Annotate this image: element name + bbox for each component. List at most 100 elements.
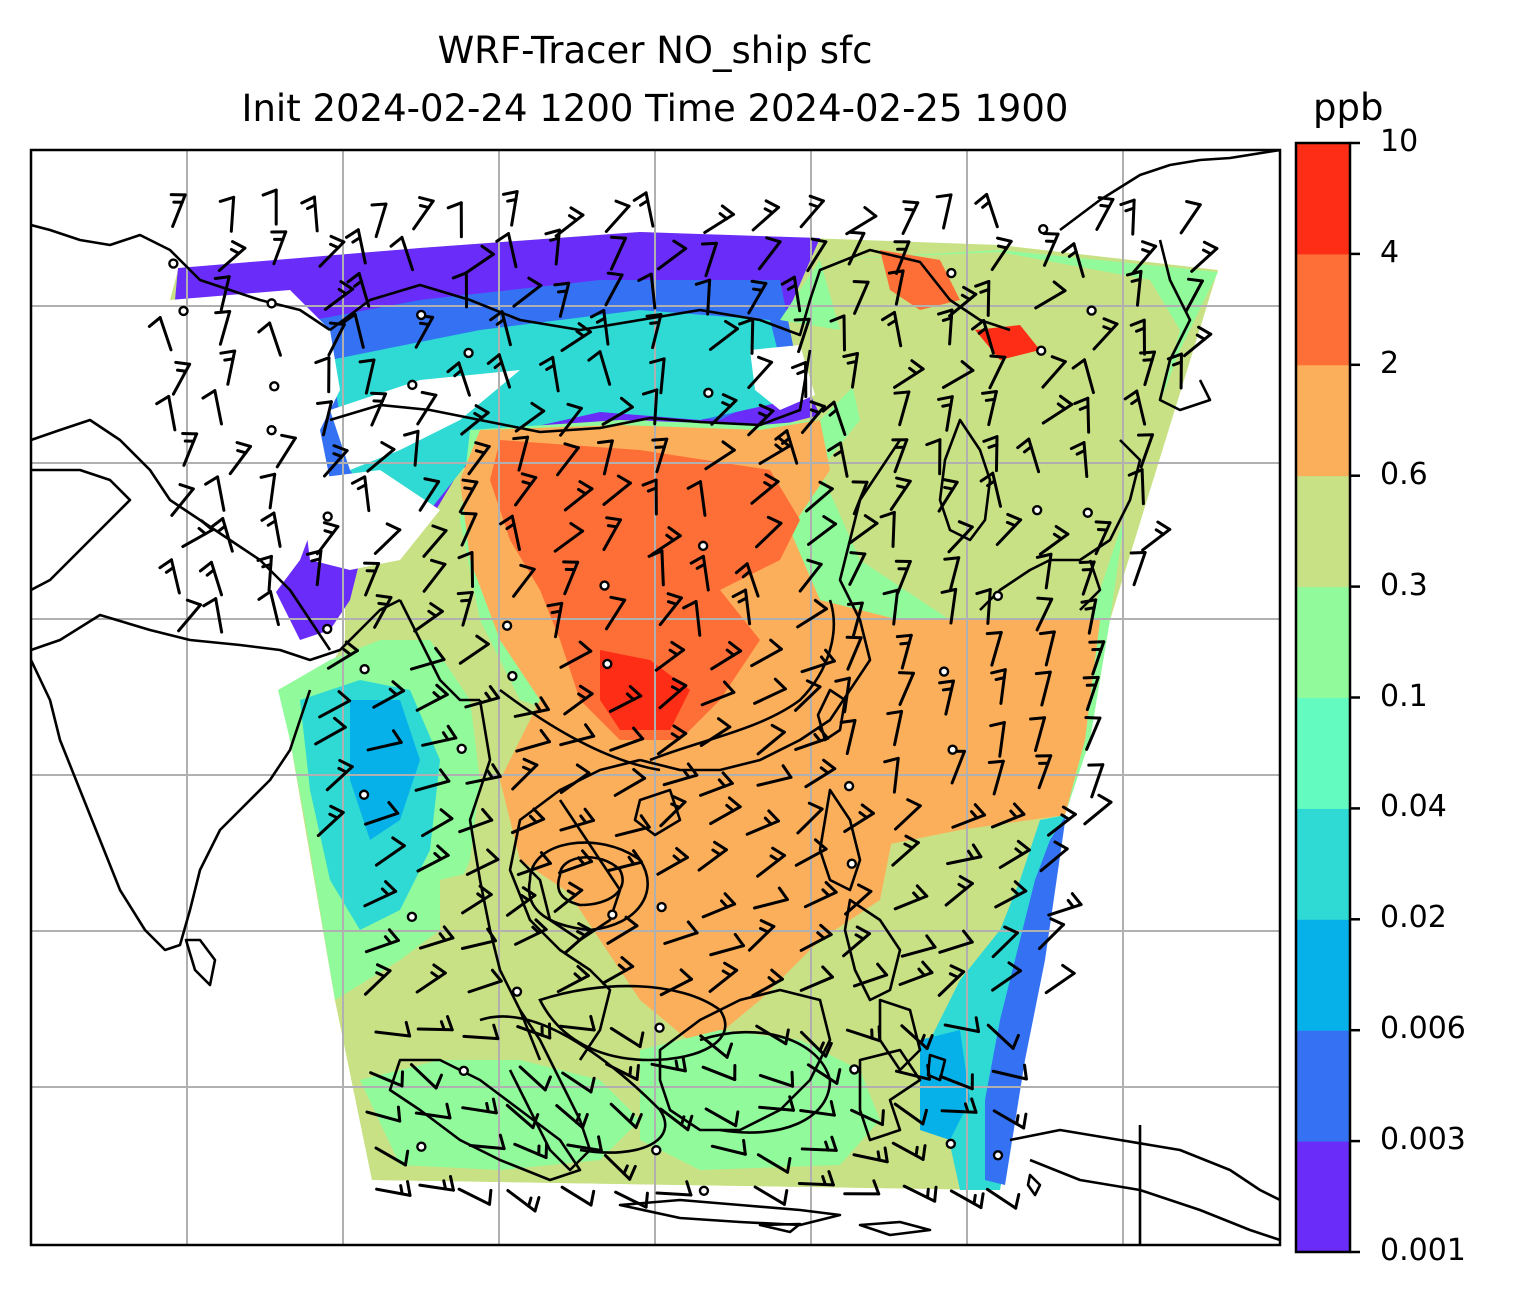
wind-barb xyxy=(939,1073,974,1091)
calm-marker xyxy=(322,511,333,522)
wind-barb xyxy=(421,724,458,747)
wind-barb xyxy=(731,588,752,626)
wind-barb xyxy=(259,472,277,510)
wind-barb xyxy=(563,480,594,512)
wind-barb xyxy=(897,671,915,707)
wind-barb xyxy=(587,350,612,386)
wind-barb xyxy=(1039,840,1069,873)
wind-barb xyxy=(461,884,493,915)
wind-barb xyxy=(596,439,614,476)
wind-barb xyxy=(457,1187,493,1206)
wind-barb xyxy=(753,677,787,705)
wind-barb xyxy=(751,968,784,998)
wind-barb xyxy=(806,515,838,546)
wind-barb xyxy=(486,353,512,389)
wind-barb xyxy=(366,441,396,473)
wind-barb xyxy=(647,549,665,587)
wind-barb xyxy=(608,685,643,713)
wind-barb xyxy=(460,927,498,951)
wind-barb xyxy=(938,679,955,716)
wind-barb xyxy=(757,236,782,271)
wind-barb xyxy=(609,726,645,752)
wind-barb xyxy=(902,1184,938,1203)
wind-barb xyxy=(756,846,787,878)
wind-barb xyxy=(1083,793,1113,826)
wind-barb xyxy=(891,438,909,474)
wind-barb xyxy=(1136,433,1154,469)
wind-barb xyxy=(275,433,297,469)
wind-barb xyxy=(654,640,686,672)
wind-barb xyxy=(901,200,920,235)
wind-barb xyxy=(699,771,734,797)
wind-barb xyxy=(1129,318,1147,356)
wind-barb xyxy=(318,690,352,719)
wind-barb xyxy=(604,595,627,631)
wind-barb xyxy=(514,472,538,507)
wind-barb xyxy=(458,808,494,834)
colorbar-tick-label: 0.3 xyxy=(1380,567,1428,603)
wind-barb xyxy=(796,598,828,629)
wind-barb xyxy=(756,1153,792,1174)
wind-barb xyxy=(845,205,878,236)
wind-barb xyxy=(322,444,349,478)
wind-barb xyxy=(750,473,780,505)
wind-barb xyxy=(709,796,742,826)
wind-barb xyxy=(373,522,402,555)
wind-barb xyxy=(844,883,873,916)
wind-barb xyxy=(516,1022,552,1040)
wind-barb xyxy=(941,360,975,389)
wind-barb xyxy=(462,1023,500,1041)
wind-barb xyxy=(704,440,736,471)
wind-barb xyxy=(1084,716,1102,751)
wind-barb xyxy=(514,918,548,946)
wind-barb xyxy=(513,696,550,718)
wind-barb xyxy=(651,437,669,474)
wind-barb xyxy=(839,718,857,756)
wind-barb xyxy=(416,1015,454,1032)
wind-barb xyxy=(656,846,689,876)
wind-barb xyxy=(562,560,580,596)
colorbar-tick-label: 0.003 xyxy=(1380,1122,1466,1158)
wind-barb xyxy=(1035,596,1054,632)
wind-barb xyxy=(894,559,912,595)
wind-barb xyxy=(799,965,834,992)
wind-barb xyxy=(499,514,521,552)
wind-barb xyxy=(606,915,639,945)
wind-barb xyxy=(948,285,978,318)
wind-barb xyxy=(553,281,571,318)
wind-barb xyxy=(370,391,388,427)
wind-barb xyxy=(935,193,953,230)
calm-marker xyxy=(1031,504,1043,516)
wind-barb xyxy=(682,600,702,637)
wind-barb xyxy=(794,726,830,751)
wind-barb xyxy=(1082,675,1100,712)
wind-barb xyxy=(556,442,580,477)
wind-barb xyxy=(790,361,808,399)
wind-barb xyxy=(893,240,911,276)
wind-barb xyxy=(700,241,718,278)
wind-barb xyxy=(555,1104,589,1130)
wind-barb xyxy=(458,478,479,514)
wind-barb xyxy=(609,235,627,271)
wind-barb xyxy=(803,880,838,909)
wind-barb xyxy=(605,1062,640,1081)
wind-barb xyxy=(563,684,594,716)
wind-barb xyxy=(539,355,560,393)
wind-barb xyxy=(495,232,518,269)
wind-barb xyxy=(147,316,173,352)
wind-barb xyxy=(501,190,519,227)
map-frame xyxy=(29,148,1282,1247)
wind-barb xyxy=(937,308,954,346)
wind-barb xyxy=(414,1102,452,1120)
wind-barb xyxy=(645,313,663,350)
wind-barb xyxy=(1141,520,1172,552)
wind-barb xyxy=(842,352,859,389)
wind-barb xyxy=(413,602,444,633)
wind-barb xyxy=(465,763,502,785)
wind-barb xyxy=(1041,355,1067,389)
wind-barb xyxy=(886,709,904,747)
wind-barb xyxy=(553,881,584,913)
wind-barb xyxy=(710,393,738,426)
wind-barb xyxy=(364,928,400,954)
wind-barb xyxy=(851,480,869,516)
